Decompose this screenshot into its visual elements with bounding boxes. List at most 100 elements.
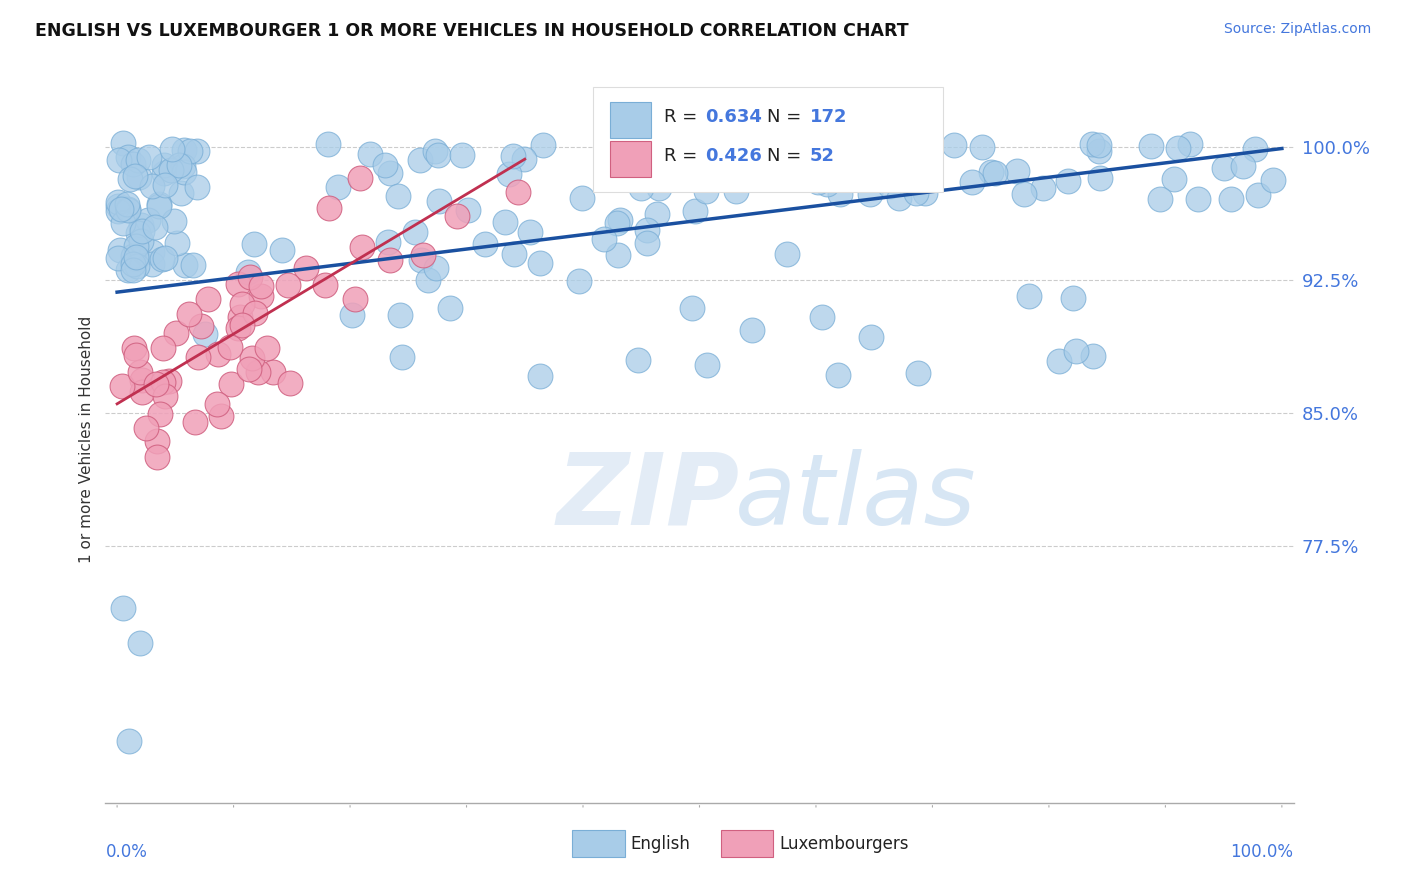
Point bbox=[141, 244, 163, 259]
Text: Source: ZipAtlas.com: Source: ZipAtlas.com bbox=[1223, 22, 1371, 37]
Point bbox=[349, 170, 371, 185]
Point bbox=[107, 251, 129, 265]
Point bbox=[830, 187, 852, 202]
Point bbox=[741, 160, 763, 174]
Point bbox=[1187, 192, 1209, 206]
FancyBboxPatch shape bbox=[572, 830, 624, 857]
Point bbox=[112, 136, 135, 151]
Point bbox=[152, 157, 174, 171]
Point bbox=[827, 368, 849, 382]
Point bbox=[645, 207, 668, 221]
Point bbox=[343, 292, 366, 306]
Point bbox=[247, 365, 270, 379]
Text: 100.0%: 100.0% bbox=[1230, 843, 1294, 861]
Point bbox=[169, 158, 191, 172]
Point bbox=[1088, 137, 1111, 152]
Point bbox=[1064, 344, 1087, 359]
Point bbox=[278, 376, 301, 390]
Point bbox=[887, 144, 910, 158]
Point bbox=[630, 180, 652, 194]
Point bbox=[226, 277, 249, 291]
Point bbox=[318, 137, 340, 152]
Point bbox=[1047, 353, 1070, 368]
Point bbox=[502, 247, 524, 261]
Point bbox=[388, 308, 411, 322]
Point bbox=[152, 341, 174, 355]
Point bbox=[648, 180, 671, 194]
Point bbox=[418, 273, 440, 287]
Point bbox=[135, 421, 157, 435]
Point bbox=[1163, 172, 1185, 186]
Point bbox=[129, 218, 152, 232]
Text: 0.0%: 0.0% bbox=[105, 843, 148, 861]
Y-axis label: 1 or more Vehicles in Household: 1 or more Vehicles in Household bbox=[79, 316, 94, 563]
Point bbox=[231, 318, 253, 332]
Text: ENGLISH VS LUXEMBOURGER 1 OR MORE VEHICLES IN HOUSEHOLD CORRELATION CHART: ENGLISH VS LUXEMBOURGER 1 OR MORE VEHICL… bbox=[35, 22, 908, 40]
Point bbox=[197, 292, 219, 306]
Point bbox=[425, 260, 447, 275]
Point bbox=[148, 197, 170, 211]
Point bbox=[1213, 161, 1236, 175]
Point bbox=[231, 297, 253, 311]
Point bbox=[859, 187, 882, 202]
Point bbox=[190, 318, 212, 333]
Point bbox=[508, 185, 530, 199]
Point bbox=[627, 352, 650, 367]
Text: 52: 52 bbox=[810, 147, 835, 165]
Point bbox=[457, 202, 479, 217]
Point bbox=[127, 259, 149, 273]
Point bbox=[800, 146, 823, 161]
Point bbox=[700, 145, 723, 159]
Point bbox=[174, 258, 197, 272]
Point bbox=[606, 216, 628, 230]
Point bbox=[117, 263, 139, 277]
Point bbox=[145, 377, 167, 392]
Point bbox=[592, 232, 614, 246]
Point bbox=[170, 186, 193, 200]
Point bbox=[173, 143, 195, 157]
Point bbox=[776, 246, 799, 260]
Point bbox=[970, 140, 993, 154]
Point bbox=[107, 199, 129, 213]
Point bbox=[124, 169, 146, 184]
Point bbox=[107, 195, 129, 210]
Point bbox=[681, 301, 703, 315]
Point bbox=[898, 138, 921, 153]
Point bbox=[207, 346, 229, 360]
Point bbox=[239, 269, 262, 284]
Point bbox=[404, 225, 426, 239]
Point bbox=[148, 199, 170, 213]
Text: ZIP: ZIP bbox=[557, 449, 740, 546]
Point bbox=[226, 321, 249, 335]
Point bbox=[391, 351, 413, 365]
Point bbox=[1166, 141, 1188, 155]
Point bbox=[118, 733, 141, 747]
Point bbox=[1140, 138, 1163, 153]
Point bbox=[238, 362, 260, 376]
FancyBboxPatch shape bbox=[610, 141, 651, 177]
Point bbox=[342, 308, 364, 322]
Point bbox=[243, 236, 266, 251]
Point bbox=[131, 384, 153, 399]
Point bbox=[153, 166, 176, 180]
Point bbox=[256, 341, 278, 355]
Point bbox=[409, 253, 432, 268]
Text: 172: 172 bbox=[810, 108, 848, 127]
Point bbox=[118, 172, 141, 186]
Point bbox=[374, 158, 396, 172]
Text: N =: N = bbox=[768, 108, 807, 127]
Point bbox=[359, 147, 381, 161]
Point bbox=[179, 307, 201, 321]
Point bbox=[425, 144, 447, 158]
Point bbox=[173, 165, 195, 179]
Point bbox=[314, 278, 336, 293]
FancyBboxPatch shape bbox=[721, 830, 773, 857]
Point bbox=[1149, 193, 1171, 207]
Point bbox=[1243, 142, 1265, 156]
Point bbox=[446, 209, 468, 223]
Point bbox=[124, 239, 146, 253]
Point bbox=[609, 213, 631, 227]
Point bbox=[427, 148, 450, 162]
Point bbox=[240, 351, 263, 365]
Point bbox=[568, 274, 591, 288]
